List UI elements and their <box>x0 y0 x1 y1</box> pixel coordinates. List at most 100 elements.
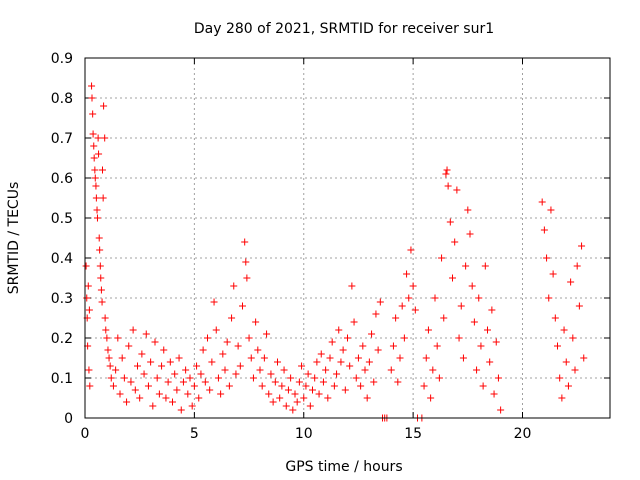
data-point <box>166 358 174 366</box>
data-point <box>280 366 288 374</box>
data-point <box>575 302 583 310</box>
data-point <box>440 314 448 322</box>
data-point <box>494 374 502 382</box>
data-point <box>219 350 227 358</box>
data-point <box>540 226 548 234</box>
data-point <box>160 346 168 354</box>
data-point <box>427 394 435 402</box>
data-point <box>407 246 415 254</box>
data-point <box>370 378 378 386</box>
data-point <box>411 306 419 314</box>
data-point <box>112 366 120 374</box>
data-point <box>107 374 115 382</box>
data-point <box>319 378 327 386</box>
data-point <box>468 282 476 290</box>
data-point <box>151 338 159 346</box>
data-point <box>276 394 284 402</box>
data-point <box>300 394 308 402</box>
data-point <box>333 370 341 378</box>
data-point <box>324 394 332 402</box>
data-point <box>389 342 397 350</box>
data-point <box>442 170 450 178</box>
data-point <box>457 302 465 310</box>
data-point <box>569 334 577 342</box>
x-axis-label: GPS time / hours <box>285 459 402 475</box>
data-point <box>267 370 275 378</box>
data-point <box>556 374 564 382</box>
data-point <box>490 390 498 398</box>
data-point <box>101 134 109 142</box>
y-tick-labels: 0 0.1 0.2 0.3 0.4 0.5 0.6 0.7 0.8 0.9 <box>51 51 73 427</box>
data-point <box>82 262 90 270</box>
data-point <box>116 390 124 398</box>
data-point <box>88 82 96 90</box>
x-tick-label: 5 <box>190 426 199 442</box>
data-point <box>372 310 380 318</box>
data-point <box>304 370 312 378</box>
y-tick-label: 0.6 <box>51 171 73 187</box>
data-point <box>484 326 491 334</box>
data-point <box>374 346 382 354</box>
data-point <box>567 278 575 286</box>
data-point <box>477 342 485 350</box>
data-point <box>538 198 546 206</box>
data-point <box>315 390 323 398</box>
data-point <box>83 294 91 302</box>
data-point <box>96 246 104 254</box>
data-point <box>284 386 292 394</box>
data-point <box>228 314 236 322</box>
data-point <box>93 214 101 222</box>
data-point <box>91 174 99 182</box>
data-point <box>86 382 94 390</box>
data-point <box>571 366 579 374</box>
data-point <box>337 358 345 366</box>
x-tick-label: 10 <box>295 426 313 442</box>
data-point <box>89 130 97 138</box>
data-point <box>197 370 205 378</box>
data-point <box>398 302 406 310</box>
y-tick-label: 0.1 <box>51 371 73 387</box>
data-point <box>545 294 553 302</box>
data-point <box>443 166 451 174</box>
data-point <box>422 354 430 362</box>
data-point <box>293 398 301 406</box>
data-point <box>252 318 260 326</box>
data-point <box>193 362 201 370</box>
data-point <box>147 358 155 366</box>
x-tick-label: 20 <box>514 426 532 442</box>
data-point <box>387 366 395 374</box>
data-point <box>85 366 93 374</box>
x-tick-label: 15 <box>404 426 422 442</box>
data-point <box>368 330 376 338</box>
data-point <box>239 302 246 310</box>
y-axis-label: SRMTID / TECUs <box>6 182 22 295</box>
data-point <box>214 374 222 382</box>
data-point <box>278 382 286 390</box>
data-point <box>88 94 96 102</box>
data-point <box>99 194 107 202</box>
tick-marks <box>84 57 610 419</box>
data-point <box>492 338 500 346</box>
data-point <box>102 326 110 334</box>
data-point <box>352 374 360 382</box>
data-point <box>153 374 161 382</box>
data-point <box>96 262 104 270</box>
y-tick-label: 0.2 <box>51 331 73 347</box>
data-point <box>453 186 461 194</box>
data-point <box>105 354 113 362</box>
data-point <box>295 378 303 386</box>
data-point <box>330 382 338 390</box>
data-point <box>243 274 251 282</box>
data-point <box>549 270 557 278</box>
data-point <box>164 378 172 386</box>
data-point <box>138 350 146 358</box>
data-point <box>361 366 369 374</box>
data-point <box>89 110 97 118</box>
data-point <box>99 166 106 174</box>
data-point <box>230 282 238 290</box>
data-point <box>365 358 373 366</box>
data-point <box>328 338 336 346</box>
data-point <box>93 206 101 214</box>
y-tick-label: 0.3 <box>51 291 73 307</box>
